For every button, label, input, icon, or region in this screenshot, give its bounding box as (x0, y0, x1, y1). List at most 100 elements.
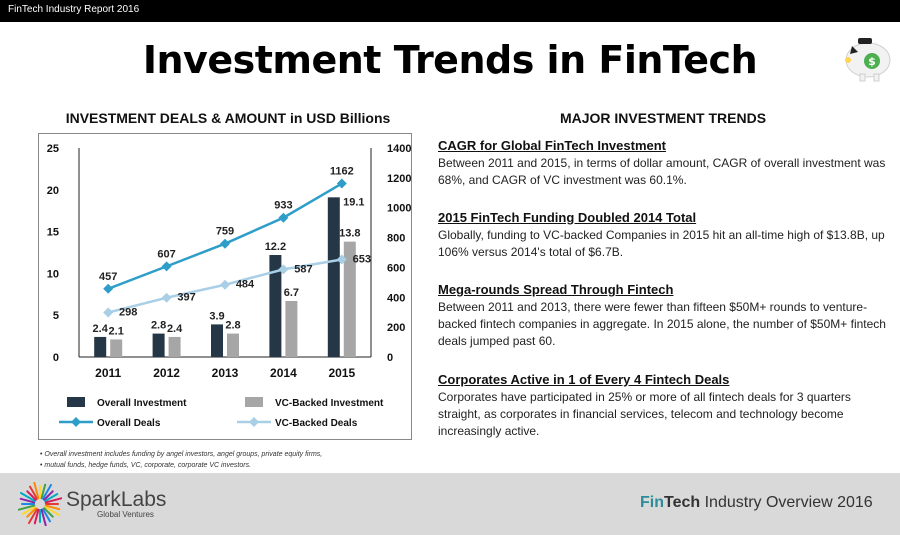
right-tick-label: 0 (387, 352, 393, 364)
bar-value-label: 12.2 (265, 241, 286, 253)
left-tick-label: 20 (47, 185, 59, 197)
starburst-ray (44, 506, 61, 516)
brand-name: SparkLabs (66, 488, 167, 511)
starburst-ray (42, 483, 52, 500)
trend-body: Corporates have participated in 25% or m… (438, 390, 851, 438)
trend-heading: 2015 FinTech Funding Doubled 2014 Total (438, 210, 697, 225)
line-value-label: 397 (177, 292, 195, 304)
trend-item: 2015 FinTech Funding Doubled 2014 Total … (438, 210, 890, 261)
starburst-ray (19, 497, 36, 504)
x-tick-label: 2012 (153, 366, 180, 380)
bar-value-label: 6.7 (284, 287, 299, 299)
starburst-ray (18, 504, 36, 511)
starburst-ray (26, 507, 37, 518)
legend-label: Overall Investment (97, 398, 187, 409)
bar-value-label: 13.8 (339, 228, 360, 240)
line-value-label: 607 (157, 248, 175, 260)
left-tick-label: 5 (53, 310, 59, 322)
bar (110, 339, 123, 357)
x-tick-label: 2015 (328, 366, 355, 380)
piggy-bank-icon: $ (845, 38, 891, 82)
line-value-label: 298 (119, 307, 137, 319)
page-title: Investment Trends in FinTech (142, 38, 758, 82)
top-bar: FinTech Industry Report 2016 (0, 0, 900, 22)
left-tick-label: 0 (53, 352, 59, 364)
bar-value-label: 2.4 (93, 323, 109, 335)
line-marker (220, 238, 230, 249)
trend-heading: Corporates Active in 1 of Every 4 Fintec… (438, 372, 730, 387)
line-marker (161, 292, 172, 303)
starburst-ray (21, 506, 36, 515)
bar (285, 300, 298, 357)
x-tick-label: 2014 (270, 366, 297, 380)
right-tick-label: 400 (387, 292, 405, 304)
bar-value-label: 2.4 (167, 323, 183, 335)
trend-body: Between 2011 and 2015, in terms of dolla… (438, 156, 886, 187)
trend-item: Corporates Active in 1 of Every 4 Fintec… (438, 372, 890, 440)
x-tick-label: 2013 (212, 366, 239, 380)
starburst-ray (44, 493, 59, 502)
trend-body: Between 2011 and 2013, there were fewer … (438, 300, 886, 348)
line-value-label: 587 (294, 263, 312, 275)
trend-heading: CAGR for Global FinTech Investment (438, 138, 667, 153)
line-value-label: 759 (216, 226, 234, 238)
left-tick-label: 10 (47, 268, 59, 280)
starburst-ray (19, 492, 36, 502)
line-marker (336, 254, 347, 265)
bar-value-label: 19.1 (343, 196, 364, 208)
legend-label: VC-Backed Deals (275, 418, 358, 429)
right-tick-label: 200 (387, 322, 405, 334)
bar (211, 324, 223, 357)
line-marker (336, 178, 347, 189)
starburst-ray (44, 497, 62, 504)
sparklabs-starburst-icon (18, 482, 62, 526)
footer-tech: Tech (664, 494, 701, 511)
trend-heading: Mega-rounds Spread Through Fintech (438, 282, 674, 297)
footer-bar (0, 473, 900, 535)
line-marker (278, 264, 289, 275)
trend-item: Mega-rounds Spread Through Fintech Betwe… (438, 282, 890, 350)
bar (227, 333, 239, 357)
line-value-label: 653 (353, 254, 371, 266)
bar-value-label: 2.8 (151, 320, 166, 332)
bar (343, 241, 356, 357)
legend-marker (71, 417, 81, 427)
bar (94, 336, 107, 357)
line-marker (103, 283, 114, 294)
right-tick-label: 1200 (387, 173, 411, 185)
bar (168, 336, 181, 357)
footnotes: Overall investment includes funding by a… (40, 449, 322, 471)
left-tick-label: 15 (47, 227, 59, 239)
line-value-label: 1162 (330, 166, 354, 178)
bar-value-label: 2.1 (109, 325, 124, 337)
starburst-ray (29, 485, 38, 500)
brand-subtitle: Global Ventures (97, 510, 154, 519)
footnote-line: mutual funds, hedge funds, VC, corporate… (40, 460, 322, 471)
right-tick-label: 600 (387, 262, 405, 274)
legend-label: Overall Deals (97, 418, 161, 429)
chart-container: 0 5 10 15 20 25 0 200 400 600 800 1000 1200 1400 2011 2… (38, 133, 412, 440)
starburst-ray (43, 507, 54, 518)
left-tick-label: 25 (47, 143, 59, 155)
line-marker (220, 279, 230, 290)
footer-rest: Industry Overview 2016 (700, 494, 873, 511)
line-marker (278, 212, 289, 223)
footnote-line: Overall investment includes funding by a… (40, 449, 322, 460)
trend-body: Globally, funding to VC-backed Companies… (438, 228, 885, 259)
starburst-ray (43, 490, 54, 501)
starburst-ray (26, 490, 37, 501)
trend-item: CAGR for Global FinTech Investment Betwe… (438, 138, 890, 189)
line-marker (103, 307, 114, 318)
right-tick-label: 800 (387, 233, 405, 245)
starburst-ray (33, 482, 40, 500)
starburst-ray (42, 508, 51, 523)
bar (152, 333, 165, 357)
investment-chart: 0 5 10 15 20 25 0 200 400 600 800 1000 1200 1400 2011 2… (47, 143, 411, 429)
legend-swatch (245, 397, 263, 407)
report-label: FinTech Industry Report 2016 (8, 4, 140, 15)
starburst-ray (28, 508, 38, 525)
line-value-label: 457 (99, 271, 117, 283)
starburst-ray (40, 508, 47, 526)
starburst-ray (33, 508, 40, 525)
footer-fin: Fin (640, 494, 664, 511)
